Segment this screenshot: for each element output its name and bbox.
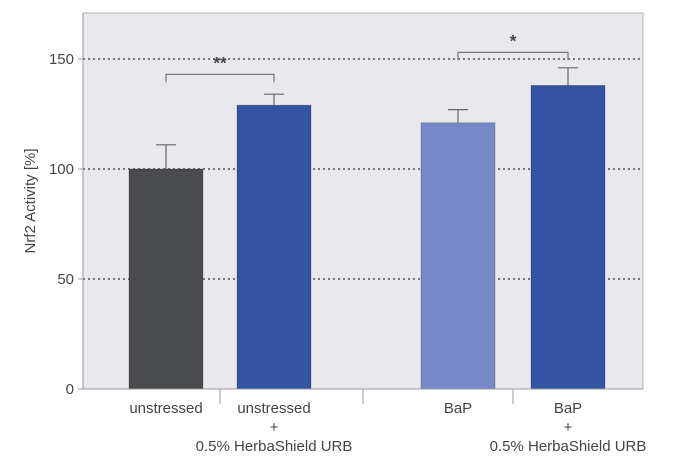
error-bar-2 bbox=[264, 93, 284, 106]
y-axis-label: Nrf2 Activity [%] bbox=[22, 148, 39, 253]
significance-bracket-1: ** bbox=[165, 53, 275, 83]
x-tick-label-line: + bbox=[564, 419, 573, 436]
x-tick-label-line: BaP bbox=[554, 400, 582, 417]
bar-1 bbox=[128, 168, 204, 390]
y-tick-label-50: 50 bbox=[57, 271, 74, 288]
x-tick-label-4: BaP +0.5% HerbaShield URB bbox=[490, 400, 647, 455]
error-bars-layer bbox=[156, 67, 578, 169]
x-tick-label-2: unstressed +0.5% HerbaShield URB bbox=[196, 400, 353, 455]
bar-3 bbox=[420, 122, 496, 390]
error-bar-4 bbox=[558, 67, 578, 86]
x-tick-label-line: 0.5% HerbaShield URB bbox=[196, 438, 353, 455]
error-bar-1 bbox=[156, 144, 176, 169]
y-tick-label-150: 150 bbox=[49, 51, 74, 68]
x-tick-label-line: + bbox=[270, 419, 279, 436]
axes-layer: 0 50 100 150 unstressed unstressed +0.5% Herba… bbox=[49, 13, 646, 455]
x-tick-label-1: unstressed bbox=[129, 400, 202, 417]
significance-brackets: *** bbox=[165, 31, 569, 83]
significance-label: * bbox=[510, 31, 517, 50]
x-tick-label-line: unstressed bbox=[129, 400, 202, 417]
y-tick-label-0: 0 bbox=[66, 381, 74, 398]
significance-label: ** bbox=[213, 53, 227, 72]
x-tick-label-line: BaP bbox=[444, 400, 472, 417]
bracket-line bbox=[165, 73, 275, 83]
y-tick-label-100: 100 bbox=[49, 161, 74, 178]
x-tick-label-line: unstressed bbox=[237, 400, 310, 417]
error-bar-3 bbox=[448, 108, 468, 123]
x-tick-label-3: BaP bbox=[444, 400, 472, 417]
bars-layer bbox=[128, 85, 606, 390]
bar-4 bbox=[530, 85, 606, 390]
bar-2 bbox=[236, 104, 312, 390]
bracket-line bbox=[457, 51, 569, 61]
significance-bracket-2: * bbox=[457, 31, 569, 61]
x-tick-label-line: 0.5% HerbaShield URB bbox=[490, 438, 647, 455]
